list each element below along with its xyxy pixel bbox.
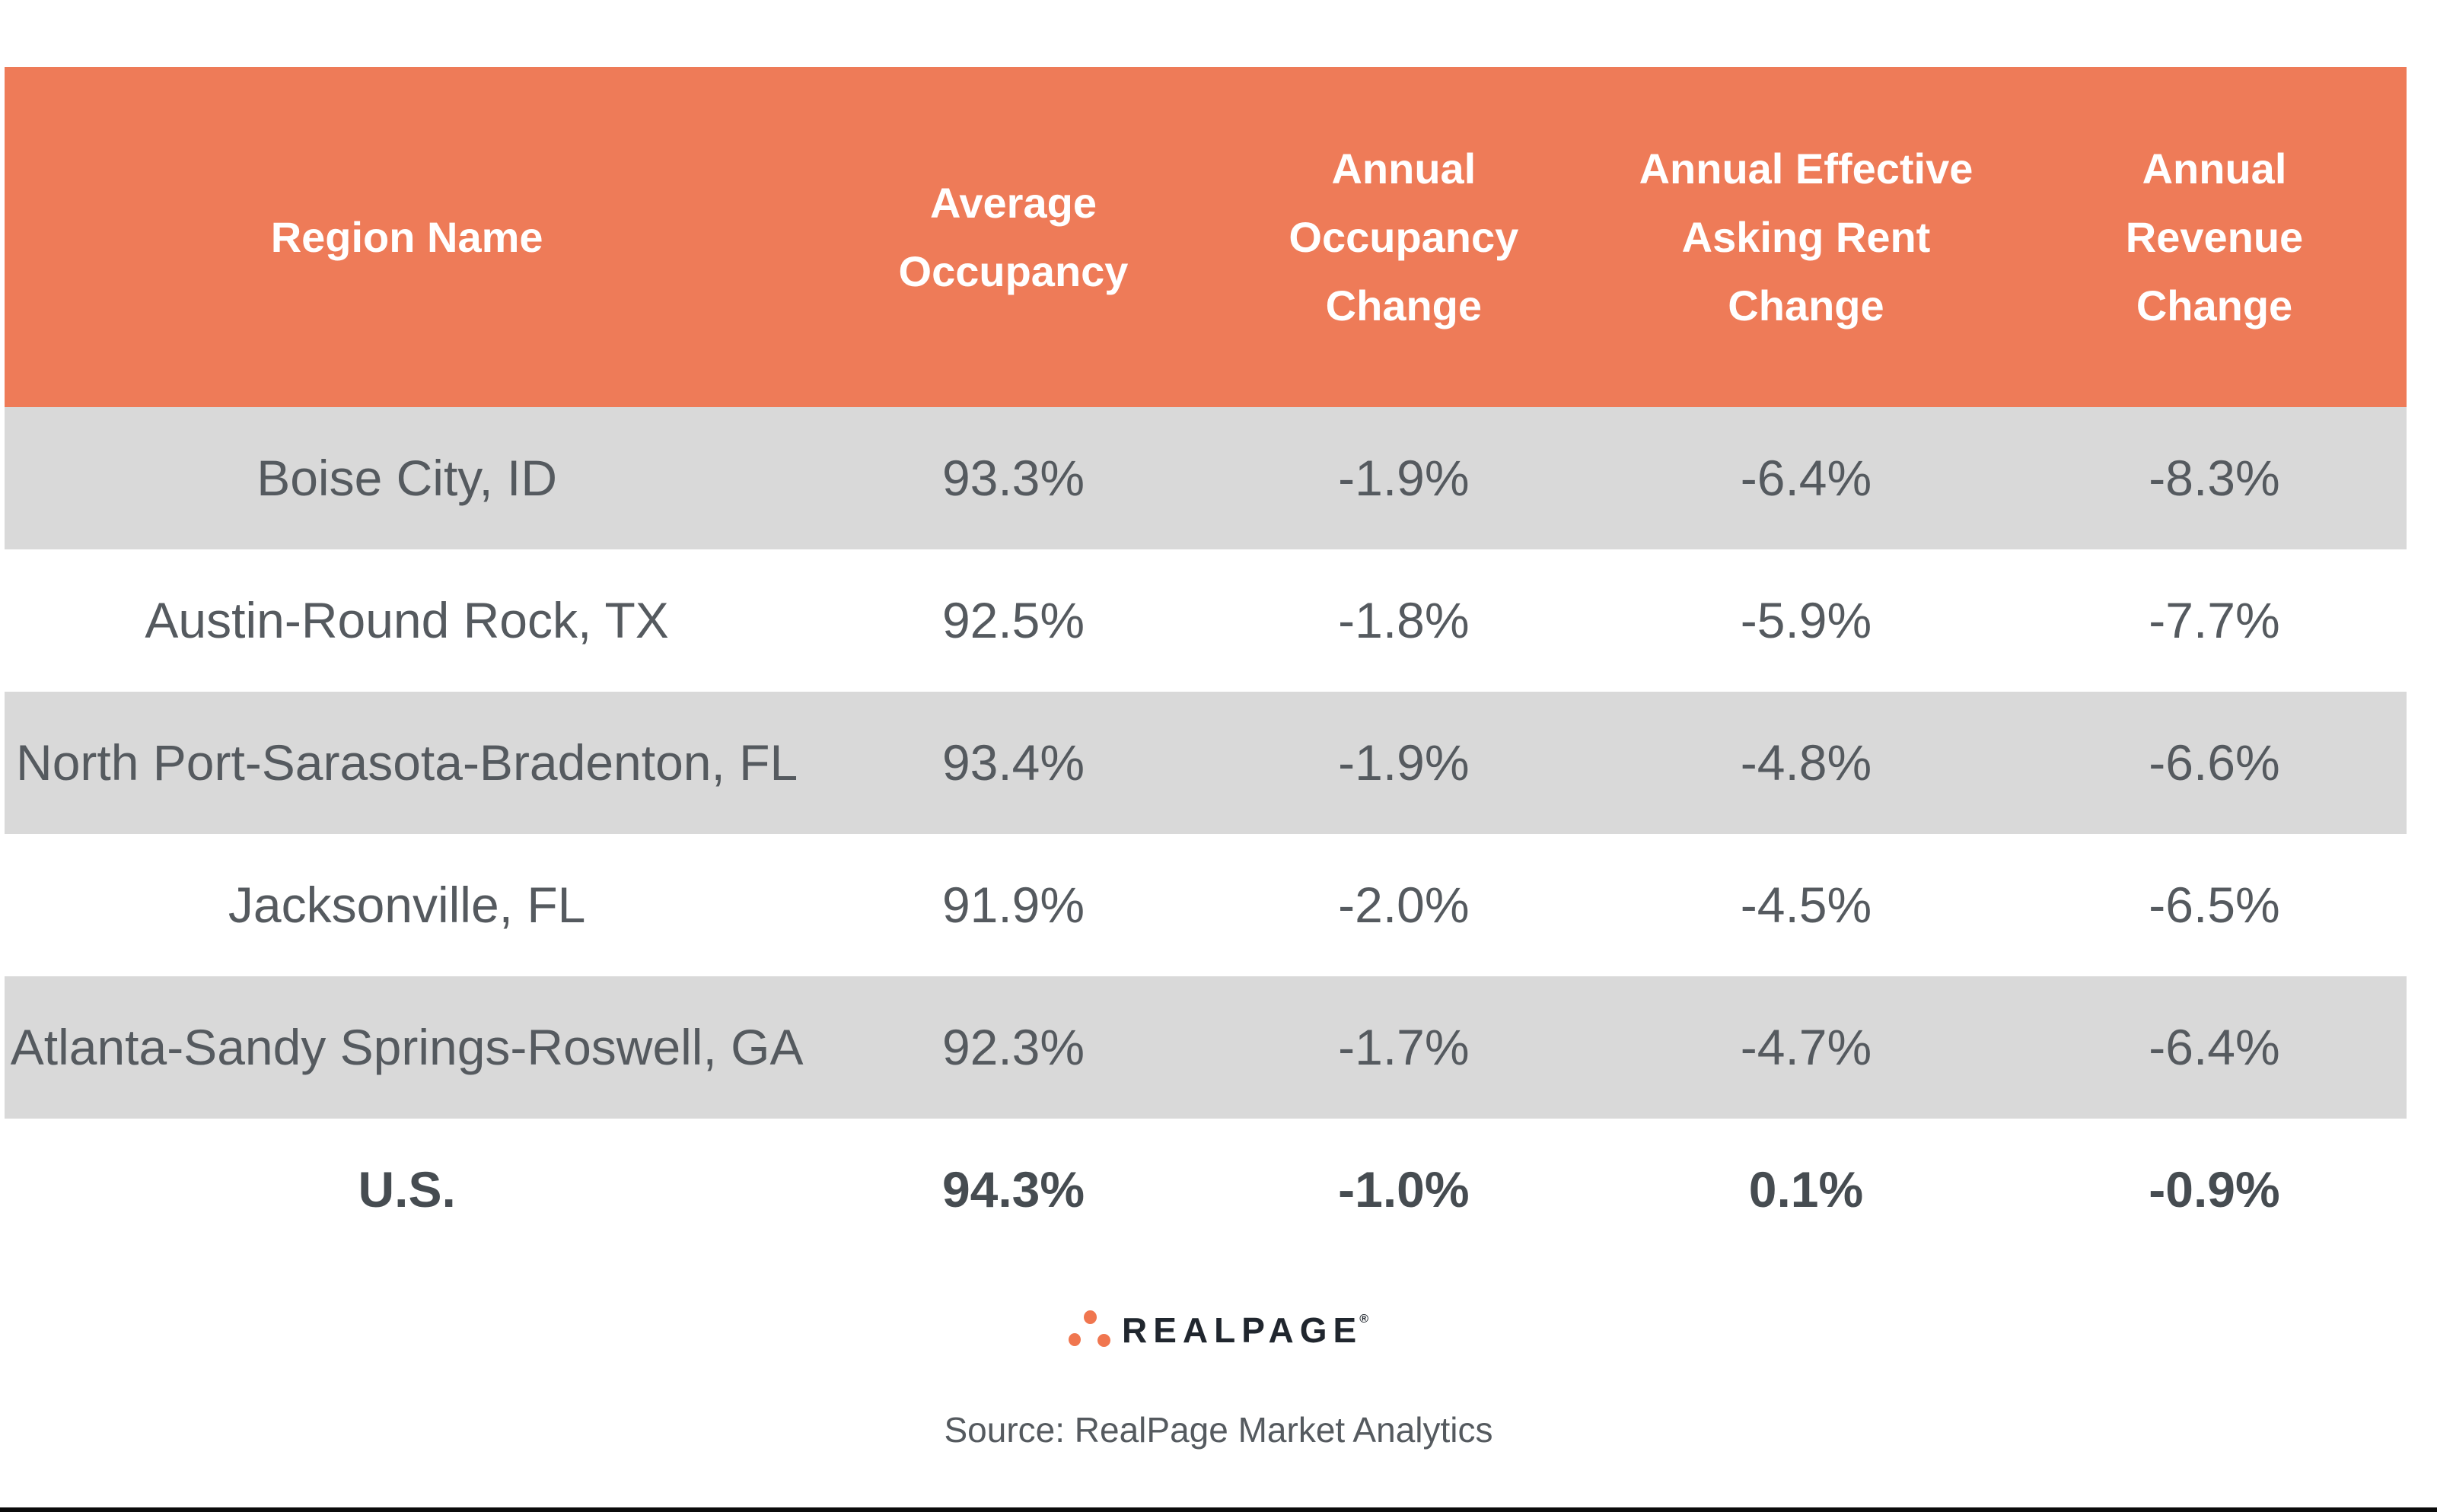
- avg-occupancy-cell: 91.9%: [941, 877, 1085, 934]
- table-row: Atlanta-Sandy Springs-Roswell, GA 92.3% -1…: [5, 976, 2407, 1119]
- occupancy-change-cell: -2.0%: [1338, 877, 1470, 934]
- revenue-change-cell: -6.4%: [2149, 1019, 2280, 1076]
- table-row-total: U.S. 94.3% -1.0% 0.1% -0.9%: [5, 1119, 2407, 1261]
- realpage-wordmark: REALPAGE®: [1122, 1310, 1368, 1350]
- avg-occupancy-cell: 94.3%: [941, 1161, 1085, 1218]
- occupancy-change-cell: -1.7%: [1338, 1019, 1470, 1076]
- source-caption: Source: RealPage Market Analytics: [944, 1410, 1493, 1450]
- column-header-region-name: Region Name: [270, 212, 543, 261]
- avg-occupancy-cell: 93.4%: [941, 734, 1085, 791]
- region-cell: Jacksonville, FL: [228, 877, 586, 934]
- avg-occupancy-cell: 92.5%: [941, 592, 1085, 649]
- column-header-occupancy-change: Annual Occupancy Change: [1289, 144, 1519, 329]
- region-cell: Boise City, ID: [256, 450, 558, 507]
- table-row: North Port-Sarasota-Bradenton, FL 93.4% -1…: [5, 692, 2407, 834]
- rent-change-cell: -4.5%: [1740, 877, 1872, 934]
- realpage-logo: REALPAGE®: [1069, 1310, 1368, 1350]
- region-cell: Austin-Round Rock, TX: [145, 592, 669, 649]
- table-header-row: Region Name Average Occupancy Annual Occ…: [5, 67, 2407, 407]
- region-cell: U.S.: [358, 1161, 456, 1218]
- occupancy-change-cell: -1.0%: [1338, 1161, 1470, 1218]
- avg-occupancy-cell: 93.3%: [941, 450, 1085, 507]
- rent-change-cell: 0.1%: [1748, 1161, 1864, 1218]
- avg-occupancy-cell: 92.3%: [941, 1019, 1085, 1076]
- table-row: Boise City, ID 93.3% -1.9% -6.4% -8.3%: [5, 407, 2407, 549]
- bottom-border: [0, 1507, 2437, 1512]
- rent-change-cell: -4.7%: [1740, 1019, 1872, 1076]
- footer: REALPAGE® Source: RealPage Market Analyt…: [0, 1310, 2437, 1450]
- region-cell: North Port-Sarasota-Bradenton, FL: [16, 734, 798, 791]
- region-cell: Atlanta-Sandy Springs-Roswell, GA: [10, 1019, 804, 1076]
- rent-change-cell: -5.9%: [1740, 592, 1872, 649]
- registered-trademark-icon: ®: [1359, 1313, 1368, 1326]
- occupancy-change-cell: -1.9%: [1338, 450, 1470, 507]
- table-row: Jacksonville, FL 91.9% -2.0% -4.5% -6.5%: [5, 834, 2407, 976]
- table-body: Boise City, ID 93.3% -1.9% -6.4% -8.3% Austin…: [5, 407, 2407, 1261]
- revenue-change-cell: -0.9%: [2149, 1161, 2280, 1218]
- occupancy-change-cell: -1.8%: [1338, 592, 1470, 649]
- revenue-change-cell: -6.5%: [2149, 877, 2280, 934]
- revenue-change-cell: -8.3%: [2149, 450, 2280, 507]
- rent-change-cell: -6.4%: [1740, 450, 1872, 507]
- column-header-avg-occupancy: Average Occupancy: [898, 178, 1129, 295]
- column-header-revenue-change: Annual Revenue Change: [2125, 144, 2304, 329]
- realpage-dots-icon: [1069, 1310, 1111, 1347]
- table-row: Austin-Round Rock, TX 92.5% -1.8% -5.9% -7.7…: [5, 549, 2407, 692]
- occupancy-change-cell: -1.9%: [1338, 734, 1470, 791]
- column-header-rent-change: Annual Effective Asking Rent Change: [1639, 144, 1973, 329]
- rent-change-cell: -4.8%: [1740, 734, 1872, 791]
- revenue-change-cell: -6.6%: [2149, 734, 2280, 791]
- revenue-change-cell: -7.7%: [2149, 592, 2280, 649]
- occupancy-table: Region Name Average Occupancy Annual Occ…: [5, 67, 2407, 1261]
